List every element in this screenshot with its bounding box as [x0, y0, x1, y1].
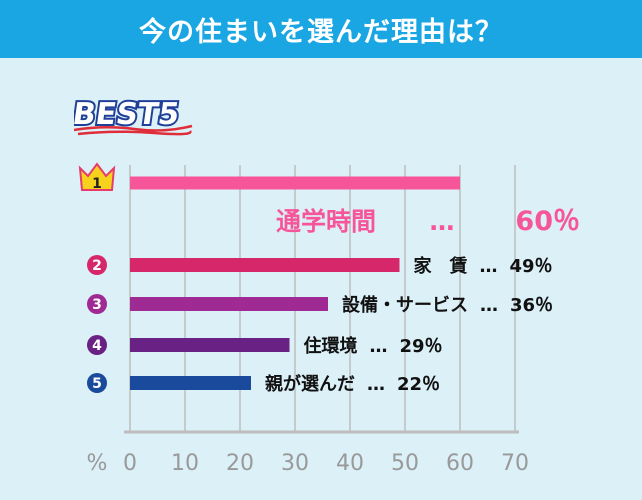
x-tick-label: 60 — [446, 451, 474, 476]
axis-unit-label: % — [87, 451, 108, 476]
badge-underline-icon — [74, 124, 193, 136]
bar — [130, 297, 328, 311]
separator: … — [367, 374, 385, 395]
bar — [130, 258, 400, 272]
rank-circle-icon — [87, 373, 107, 393]
value-label: 22％ — [397, 374, 440, 395]
page-title: 今の住まいを選んだ理由は？ — [139, 16, 503, 48]
rank-label: 5 — [92, 376, 102, 392]
separator: … — [430, 207, 455, 236]
x-tick-label: 40 — [336, 451, 364, 476]
rank-circle-icon — [87, 294, 107, 314]
separator: … — [480, 295, 498, 316]
separator: … — [480, 256, 498, 277]
category-label: 住環境 — [304, 335, 358, 357]
best5-badge: BEST5 — [74, 95, 193, 136]
rank-circle-icon — [87, 335, 107, 355]
category-label: 家 賃 — [414, 255, 468, 277]
crown-icon — [78, 162, 116, 191]
x-tick-label: 10 — [171, 451, 199, 476]
value-label: 49％ — [510, 256, 553, 277]
value-label: 29％ — [400, 336, 443, 357]
rank-label: 1 — [92, 176, 102, 192]
rank-label: 4 — [92, 338, 102, 354]
x-tick-label: 0 — [123, 451, 137, 476]
value-label: 36％ — [510, 295, 553, 316]
x-tick-label: 70 — [501, 451, 529, 476]
x-tick-label: 30 — [281, 451, 309, 476]
bar — [130, 338, 290, 352]
category-label: 通学時間 — [276, 207, 376, 236]
title-banner: 今の住まいを選んだ理由は？ — [0, 0, 642, 58]
rank-label: 2 — [92, 258, 102, 274]
rank-circle-icon — [87, 255, 107, 275]
bar — [130, 376, 251, 390]
x-tick-label: 20 — [226, 451, 254, 476]
category-label: 親が選んだ — [265, 373, 355, 395]
bar — [130, 176, 460, 190]
rank-label: 3 — [92, 297, 102, 313]
separator: … — [370, 336, 388, 357]
category-label: 設備・サービス — [342, 294, 468, 316]
x-tick-label: 50 — [391, 451, 419, 476]
value-label: 60％ — [515, 206, 580, 237]
